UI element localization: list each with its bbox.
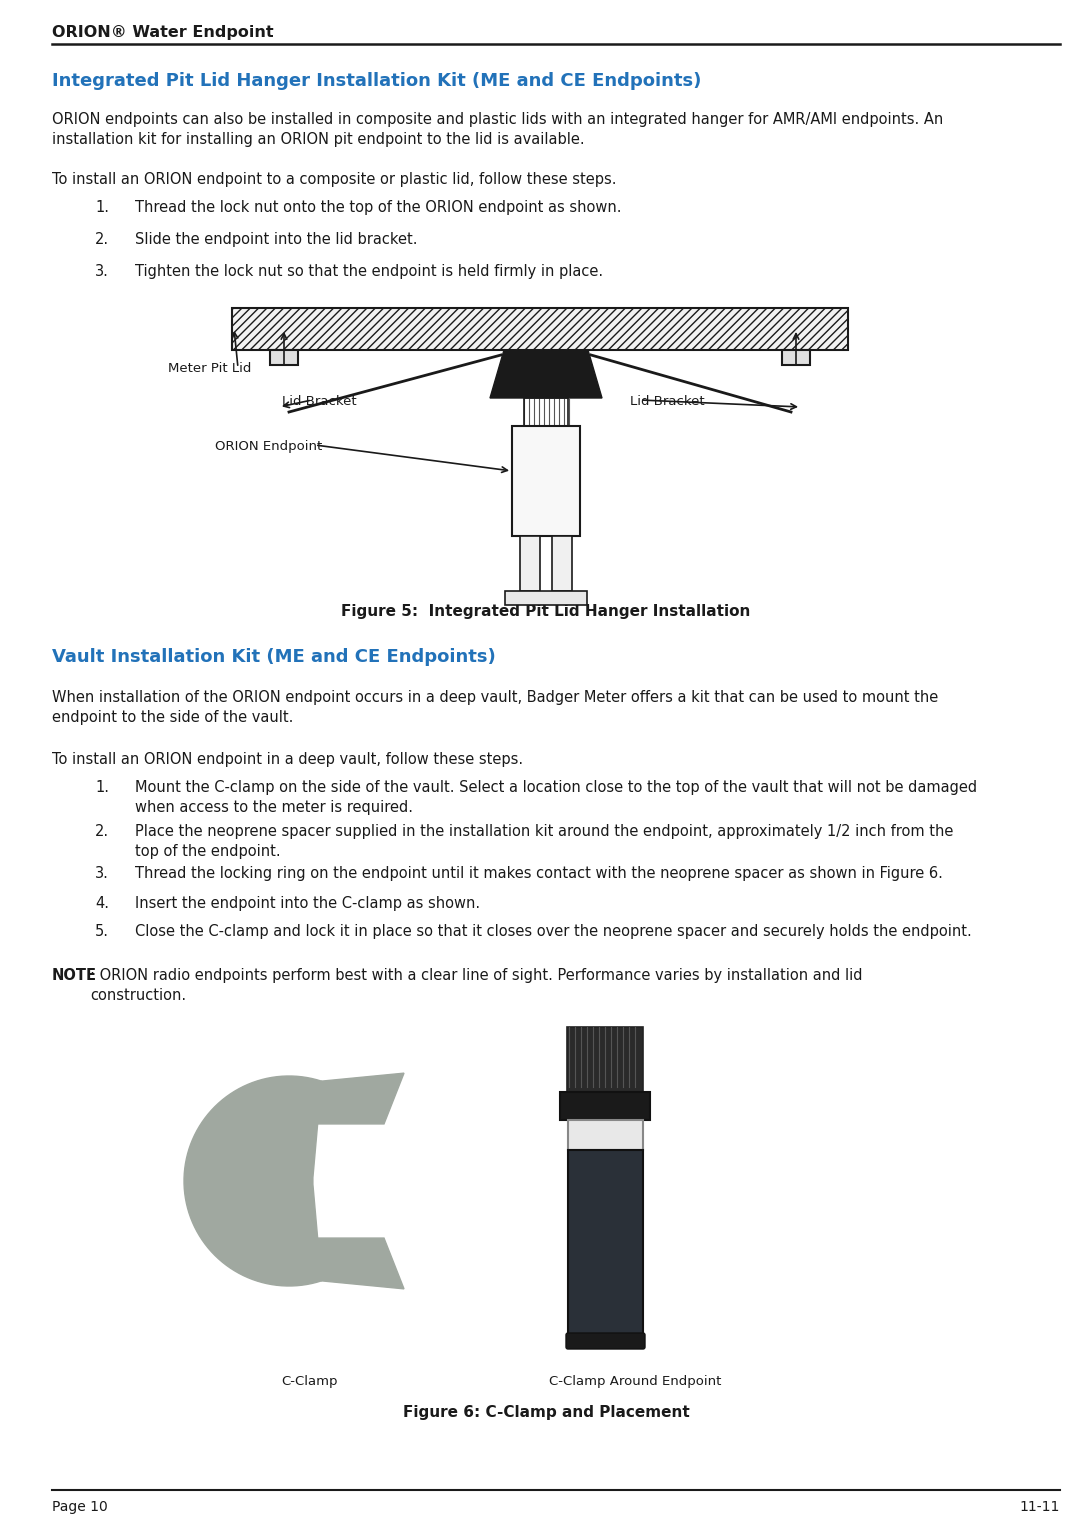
Bar: [270, 350, 298, 365]
Text: 11-11: 11-11: [1020, 1500, 1060, 1513]
Text: 4.: 4.: [95, 896, 109, 911]
Text: Thread the locking ring on the endpoint until it makes contact with the neoprene: Thread the locking ring on the endpoint …: [135, 865, 942, 881]
Text: C-Clamp Around Endpoint: C-Clamp Around Endpoint: [549, 1375, 721, 1389]
Text: Close the C-clamp and lock it in place so that it closes over the neoprene space: Close the C-clamp and lock it in place s…: [135, 923, 972, 938]
Bar: [551, 535, 572, 592]
FancyBboxPatch shape: [566, 1332, 645, 1349]
Text: Lid Bracket: Lid Bracket: [630, 395, 704, 408]
Text: NOTE: NOTE: [52, 967, 97, 983]
Text: Lid Bracket: Lid Bracket: [282, 395, 357, 408]
Text: ORION endpoints can also be installed in composite and plastic lids with an inte: ORION endpoints can also be installed in…: [52, 113, 943, 148]
Text: Figure 5:  Integrated Pit Lid Hanger Installation: Figure 5: Integrated Pit Lid Hanger Inst…: [342, 604, 750, 619]
Text: 5.: 5.: [95, 923, 109, 938]
Text: Tighten the lock nut so that the endpoint is held firmly in place.: Tighten the lock nut so that the endpoin…: [135, 265, 603, 278]
Bar: [782, 350, 810, 365]
Text: To install an ORION endpoint to a composite or plastic lid, follow these steps.: To install an ORION endpoint to a compos…: [52, 172, 617, 187]
Text: 2.: 2.: [95, 233, 109, 246]
Text: 1.: 1.: [95, 780, 109, 795]
Text: 2.: 2.: [95, 824, 109, 840]
Text: Place the neoprene spacer supplied in the installation kit around the endpoint, : Place the neoprene spacer supplied in th…: [135, 824, 953, 859]
Text: Mount the C-clamp on the side of the vault. Select a location close to the top o: Mount the C-clamp on the side of the vau…: [135, 780, 977, 815]
Bar: [232, 307, 848, 350]
Bar: [520, 535, 541, 592]
Text: ORION® Water Endpoint: ORION® Water Endpoint: [52, 24, 274, 40]
Text: ORION Endpoint: ORION Endpoint: [215, 440, 322, 453]
Text: 3.: 3.: [95, 865, 109, 881]
Text: When installation of the ORION endpoint occurs in a deep vault, Badger Meter off: When installation of the ORION endpoint …: [52, 691, 938, 726]
Bar: [568, 1119, 643, 1150]
Polygon shape: [308, 1074, 404, 1124]
Bar: [524, 399, 568, 426]
Text: Page 10: Page 10: [52, 1500, 108, 1513]
Text: Insert the endpoint into the C-clamp as shown.: Insert the endpoint into the C-clamp as …: [135, 896, 480, 911]
Text: Vault Installation Kit (ME and CE Endpoints): Vault Installation Kit (ME and CE Endpoi…: [52, 648, 496, 666]
Text: Thread the lock nut onto the top of the ORION endpoint as shown.: Thread the lock nut onto the top of the …: [135, 199, 621, 214]
Polygon shape: [185, 1075, 321, 1285]
Bar: [512, 426, 580, 535]
Text: : ORION radio endpoints perform best with a clear line of sight. Performance var: : ORION radio endpoints perform best wit…: [90, 967, 863, 1004]
Text: Figure 6: C-Clamp and Placement: Figure 6: C-Clamp and Placement: [403, 1405, 689, 1421]
Text: 1.: 1.: [95, 199, 109, 214]
Bar: [568, 1150, 643, 1335]
Text: 3.: 3.: [95, 265, 109, 278]
Polygon shape: [308, 1238, 404, 1288]
Bar: [505, 592, 587, 605]
Polygon shape: [490, 350, 602, 399]
Text: Slide the endpoint into the lid bracket.: Slide the endpoint into the lid bracket.: [135, 233, 417, 246]
Bar: [560, 1092, 650, 1119]
Text: To install an ORION endpoint in a deep vault, follow these steps.: To install an ORION endpoint in a deep v…: [52, 751, 523, 767]
Bar: [567, 1027, 643, 1092]
Text: Meter Pit Lid: Meter Pit Lid: [168, 362, 251, 376]
Text: C-Clamp: C-Clamp: [281, 1375, 337, 1389]
Text: Integrated Pit Lid Hanger Installation Kit (ME and CE Endpoints): Integrated Pit Lid Hanger Installation K…: [52, 71, 701, 90]
